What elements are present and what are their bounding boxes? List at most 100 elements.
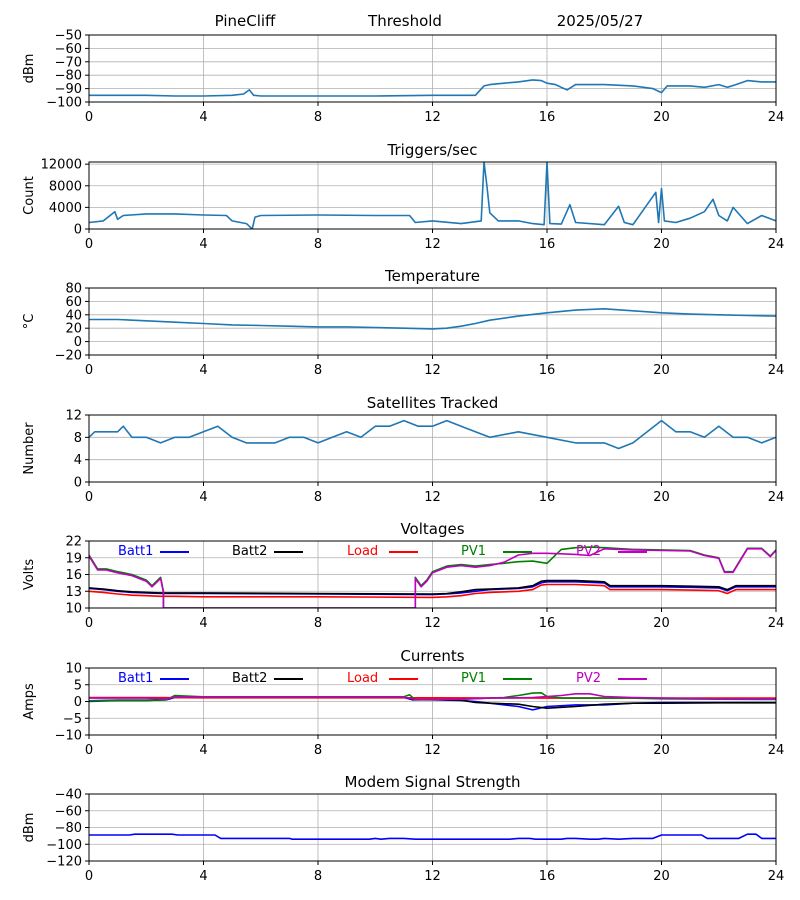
y-tick-label: −40 — [55, 788, 82, 803]
x-tick-label: 20 — [653, 363, 670, 378]
x-tick-label: 8 — [314, 110, 322, 125]
x-tick-label: 12 — [424, 363, 441, 378]
x-tick-label: 16 — [539, 363, 556, 378]
x-tick-label: 4 — [199, 869, 207, 884]
header-station: PineCliff — [215, 12, 276, 30]
x-tick-label: 12 — [424, 490, 441, 505]
y-tick-label: 20 — [65, 322, 82, 337]
series-line-currents-4 — [89, 693, 776, 701]
header-date: 2025/05/27 — [557, 12, 643, 30]
x-tick-label: 24 — [768, 869, 785, 884]
x-tick-label: 4 — [199, 110, 207, 125]
x-tick-label: 4 — [199, 743, 207, 758]
panel-title: Temperature — [384, 267, 480, 285]
y-axis-label: dBm — [22, 54, 37, 84]
y-tick-label: 80 — [65, 282, 82, 297]
x-tick-label: 16 — [539, 743, 556, 758]
y-axis-label: dBm — [22, 813, 37, 843]
panel-triggers: 0 4 8 12 16 20 24 0 4000 8000 12000 Triggers/sec Cou… — [22, 141, 784, 252]
y-tick-label: 16 — [65, 568, 82, 583]
y-tick-label: 12 — [65, 409, 82, 424]
y-tick-label: 19 — [65, 551, 82, 566]
x-tick-label: 4 — [199, 616, 207, 631]
y-axis-label: °C — [22, 314, 37, 330]
x-tick-label: 24 — [768, 490, 785, 505]
x-tick-label: 16 — [539, 490, 556, 505]
x-tick-label: 16 — [539, 869, 556, 884]
panel-title: Satellites Tracked — [367, 394, 498, 412]
y-tick-label: 13 — [65, 585, 82, 600]
y-tick-label: 0 — [74, 476, 82, 491]
y-tick-label: 10 — [65, 662, 82, 677]
series-line-voltages-1 — [89, 579, 776, 595]
y-tick-label: −70 — [55, 55, 82, 70]
panel-noise: 0 4 8 12 16 20 24 −50−60−70−80−90−100 dBm — [22, 29, 784, 126]
x-tick-label: 8 — [314, 237, 322, 252]
y-axis-label: Number — [22, 422, 37, 475]
x-tick-label: 8 — [314, 869, 322, 884]
x-tick-label: 8 — [314, 363, 322, 378]
x-tick-label: 12 — [424, 869, 441, 884]
legend-label: PV1 — [461, 671, 486, 686]
x-tick-label: 24 — [768, 743, 785, 758]
y-tick-label: −60 — [55, 42, 82, 57]
y-tick-label: −90 — [55, 82, 82, 97]
legend-label: Load — [347, 671, 378, 686]
legend-label: PV1 — [461, 544, 486, 559]
x-tick-label: 20 — [653, 490, 670, 505]
y-axis-label: Count — [22, 176, 37, 215]
panel-modem: 0 4 8 12 16 20 24 −40−60 −80 −100 −120 Modem Signal… — [22, 773, 784, 884]
x-tick-label: 0 — [85, 363, 93, 378]
y-tick-label: −50 — [55, 29, 82, 44]
y-tick-label: −100 — [46, 96, 82, 111]
x-tick-label: 0 — [85, 743, 93, 758]
y-tick-label: −60 — [55, 804, 82, 819]
y-tick-label: −120 — [46, 855, 82, 870]
x-tick-label: 12 — [424, 110, 441, 125]
series-line-satellites-0 — [89, 419, 776, 450]
series-line-modem-0 — [89, 833, 776, 840]
y-tick-label: 40 — [65, 308, 82, 323]
header-mode: Threshold — [367, 12, 442, 30]
series-line-voltages-4 — [89, 548, 776, 608]
x-tick-label: 20 — [653, 869, 670, 884]
x-tick-label: 0 — [85, 616, 93, 631]
series-line-temperature-0 — [89, 308, 776, 330]
legend-label: Batt2 — [232, 671, 267, 686]
panel-currents: 0 4 8 12 16 20 24 −10 −5 0 510 Currents Amps Batt1 Bat… — [22, 647, 784, 758]
y-tick-label: 8000 — [49, 179, 82, 194]
panel-title: Modem Signal Strength — [345, 773, 521, 791]
y-tick-label: 8 — [74, 431, 82, 446]
x-tick-label: 24 — [768, 616, 785, 631]
y-tick-label: −20 — [55, 349, 82, 364]
y-tick-label: −80 — [55, 69, 82, 84]
x-tick-label: 12 — [424, 743, 441, 758]
y-axis-label: Volts — [22, 559, 37, 591]
legend-label: Load — [347, 544, 378, 559]
panel-title: Triggers/sec — [387, 141, 478, 159]
x-tick-label: 0 — [85, 490, 93, 505]
y-tick-label: 4 — [74, 453, 82, 468]
series-line-voltages-2 — [89, 583, 776, 599]
x-tick-label: 20 — [653, 110, 670, 125]
y-axis-label: Amps — [22, 683, 37, 720]
x-tick-label: 12 — [424, 237, 441, 252]
x-tick-label: 4 — [199, 363, 207, 378]
legend-label: PV2 — [576, 544, 601, 559]
legend-label: Batt2 — [232, 544, 267, 559]
x-tick-label: 20 — [653, 237, 670, 252]
x-tick-label: 8 — [314, 616, 322, 631]
x-tick-label: 0 — [85, 110, 93, 125]
legend-label: Batt1 — [118, 671, 153, 686]
series-line-noise-0 — [89, 79, 776, 97]
x-tick-label: 8 — [314, 743, 322, 758]
y-tick-label: −80 — [55, 821, 82, 836]
x-tick-label: 0 — [85, 237, 93, 252]
x-tick-label: 8 — [314, 490, 322, 505]
y-tick-label: 4000 — [49, 201, 82, 216]
x-tick-label: 4 — [199, 490, 207, 505]
x-tick-label: 24 — [768, 237, 785, 252]
